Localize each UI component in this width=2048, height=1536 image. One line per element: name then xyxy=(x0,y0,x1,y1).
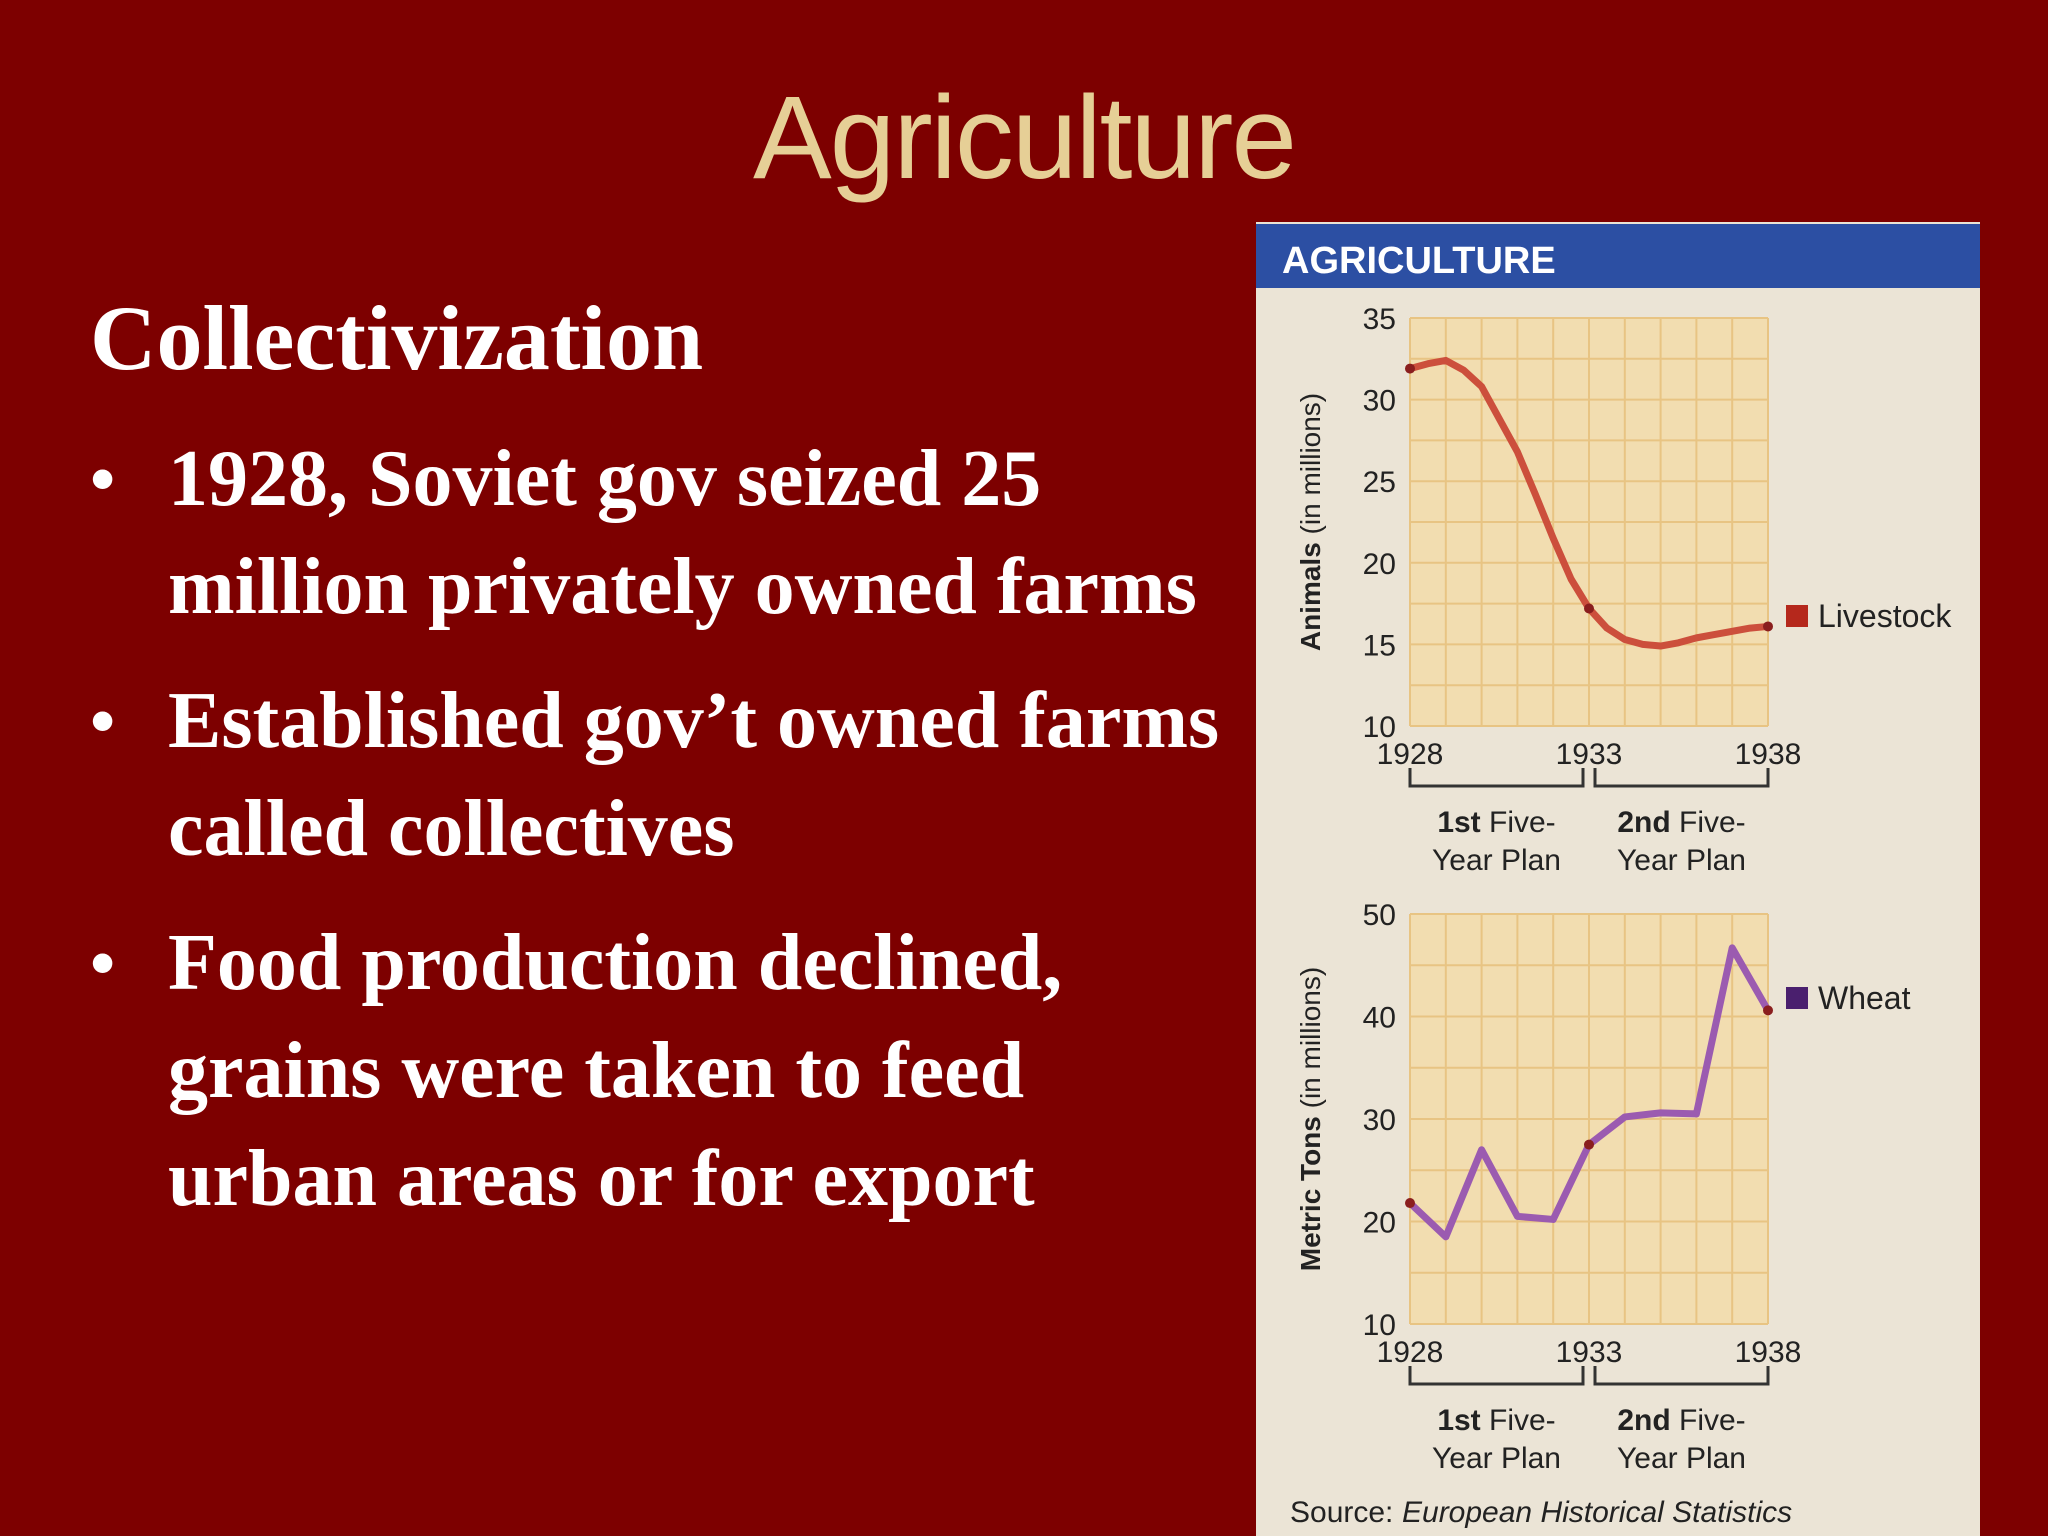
bullet-dot: • xyxy=(90,681,116,761)
y-axis-label-rest: (in millions) xyxy=(1295,393,1326,535)
y-tick-label: 30 xyxy=(1363,1104,1396,1137)
y-tick-label: 25 xyxy=(1363,466,1396,499)
y-tick-label: 20 xyxy=(1363,548,1396,581)
chart-0: 10 15 20 25 30 35 1928 1933 1938 Animals (in mill… xyxy=(1295,303,1952,877)
y-tick-label: 15 xyxy=(1363,629,1396,662)
legend-swatch xyxy=(1786,987,1808,1009)
plan-label-line1: 2nd Five- xyxy=(1617,806,1745,839)
data-point xyxy=(1763,1005,1773,1016)
slide-title: Agriculture xyxy=(752,72,1297,204)
bullet-text: Food production declined, grains were ta… xyxy=(168,919,1063,1223)
x-tick-label: 1928 xyxy=(1377,1336,1444,1369)
data-point xyxy=(1584,603,1594,614)
y-tick-label: 40 xyxy=(1363,1002,1396,1035)
plan-label-rest: Five- xyxy=(1481,806,1556,839)
y-axis-label-rest: (in millions) xyxy=(1295,967,1326,1109)
plan-bracket xyxy=(1593,768,1770,788)
y-axis-label: Animals (in millions) xyxy=(1295,393,1326,651)
plan-label-line2: Year Plan xyxy=(1617,844,1746,877)
plan-label-bold: 1st xyxy=(1437,1404,1480,1437)
y-axis-label: Metric Tons (in millions) xyxy=(1295,967,1326,1271)
x-tick-label: 1933 xyxy=(1556,1336,1623,1369)
bullet-item: • 1928, Soviet gov seized 25 million pri… xyxy=(90,425,1220,641)
panel-header-bar xyxy=(1256,224,1980,288)
plan-label-line1: 2nd Five- xyxy=(1617,1404,1745,1437)
chart-1: 10 20 30 40 50 1928 1933 1938 Metric Tons (in mi… xyxy=(1295,899,1911,1475)
y-axis-label-bold: Metric Tons xyxy=(1295,1108,1326,1271)
bullet-list: • 1928, Soviet gov seized 25 million pri… xyxy=(90,425,1220,1259)
plan-bracket xyxy=(1593,1366,1770,1386)
legend-label: Wheat xyxy=(1818,980,1911,1016)
slide-subtitle: Collectivization xyxy=(90,287,704,389)
data-point xyxy=(1405,1198,1415,1209)
legend-swatch xyxy=(1786,605,1808,627)
x-tick-label: 1928 xyxy=(1377,738,1444,771)
plan-label-line2: Year Plan xyxy=(1617,1442,1746,1475)
plan-label-line1: 1st Five- xyxy=(1437,1404,1555,1437)
plan-label-rest: Five- xyxy=(1671,806,1746,839)
panel-header: AGRICULTURE xyxy=(1282,240,1556,282)
plan-label-bold: 2nd xyxy=(1617,806,1670,839)
bullet-text: 1928, Soviet gov seized 25 million priva… xyxy=(168,435,1197,631)
agriculture-charts: AGRICULTURE Source: European Historical … xyxy=(1256,222,1980,1536)
data-point xyxy=(1584,1139,1594,1150)
x-tick-label: 1938 xyxy=(1735,1336,1802,1369)
plan-label-rest: Five- xyxy=(1671,1404,1746,1437)
x-tick-label: 1933 xyxy=(1556,738,1623,771)
source-label: Source: xyxy=(1290,1496,1393,1529)
bullet-item: • Food production declined, grains were … xyxy=(90,909,1220,1233)
chart-panel: AGRICULTURE Source: European Historical … xyxy=(1256,222,1980,1536)
bullet-dot: • xyxy=(90,923,116,1003)
y-tick-label: 10 xyxy=(1363,1309,1396,1342)
data-point xyxy=(1763,621,1773,632)
plan-label-rest: Five- xyxy=(1481,1404,1556,1437)
y-axis-label-bold: Animals xyxy=(1295,534,1326,651)
y-tick-label: 20 xyxy=(1363,1207,1396,1240)
y-tick-label: 50 xyxy=(1363,899,1396,932)
plan-bracket xyxy=(1408,768,1585,788)
x-tick-label: 1938 xyxy=(1735,738,1802,771)
plan-label-line2: Year Plan xyxy=(1432,1442,1561,1475)
source-title: European Historical Statistics xyxy=(1402,1496,1792,1529)
bullet-dot: • xyxy=(90,439,116,519)
bullet-text: Established gov’t owned farms called col… xyxy=(168,677,1220,873)
plan-label-line2: Year Plan xyxy=(1432,844,1561,877)
y-tick-label: 35 xyxy=(1363,303,1396,336)
plan-label-bold: 2nd xyxy=(1617,1404,1670,1437)
bullet-item: • Established gov’t owned farms called c… xyxy=(90,667,1220,883)
plan-label-line1: 1st Five- xyxy=(1437,806,1555,839)
legend-label: Livestock xyxy=(1818,598,1952,634)
y-tick-label: 30 xyxy=(1363,385,1396,418)
plan-bracket xyxy=(1408,1366,1585,1386)
y-tick-label: 10 xyxy=(1363,711,1396,744)
plan-label-bold: 1st xyxy=(1437,806,1480,839)
data-point xyxy=(1405,363,1415,374)
